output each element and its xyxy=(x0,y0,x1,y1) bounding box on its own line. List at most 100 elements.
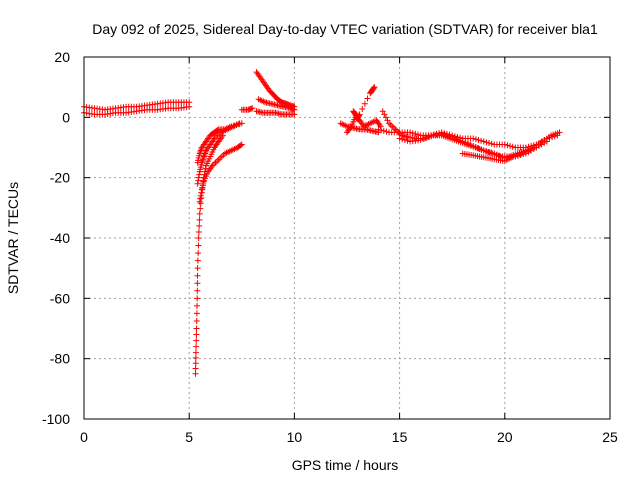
x-axis-label: GPS time / hours xyxy=(292,457,399,473)
data-point xyxy=(210,161,217,168)
data-point xyxy=(162,99,169,106)
x-tick-label: 20 xyxy=(497,429,513,445)
plot-frame xyxy=(83,56,611,420)
data-point xyxy=(535,142,542,149)
data-point xyxy=(389,123,396,130)
grid xyxy=(84,57,610,419)
data-point xyxy=(214,127,221,134)
data-point xyxy=(192,349,199,356)
data-point xyxy=(238,120,245,127)
data-point xyxy=(488,140,495,147)
data-point xyxy=(237,142,244,149)
data-point xyxy=(130,108,137,115)
series-arc-d xyxy=(337,120,382,136)
data-point xyxy=(198,146,205,153)
data-point xyxy=(367,127,374,134)
data-point xyxy=(376,121,383,128)
data-point xyxy=(194,272,201,279)
data-point xyxy=(206,155,213,162)
data-point xyxy=(381,111,388,118)
data-point xyxy=(459,138,466,145)
data-point xyxy=(201,171,208,178)
series-arc-a-lower xyxy=(81,103,193,118)
series-drop-1 xyxy=(192,132,226,377)
data-point xyxy=(379,108,386,115)
data-point xyxy=(499,157,506,164)
data-point xyxy=(194,265,201,272)
data-point xyxy=(475,145,482,152)
data-point xyxy=(554,130,561,137)
series-arc-h xyxy=(459,147,534,165)
data-point xyxy=(256,73,263,80)
x-tick-label: 25 xyxy=(602,429,618,445)
data-points xyxy=(81,69,563,377)
y-tick-label: -40 xyxy=(50,230,70,246)
data-point xyxy=(196,210,203,217)
data-point xyxy=(392,126,399,133)
data-point xyxy=(248,105,255,112)
data-point xyxy=(499,141,506,148)
data-point xyxy=(212,159,219,166)
data-point xyxy=(220,126,227,133)
data-point xyxy=(218,153,225,160)
data-point xyxy=(210,136,217,143)
data-point xyxy=(488,149,495,156)
data-point xyxy=(478,137,485,144)
data-point xyxy=(197,149,204,156)
data-point xyxy=(195,235,202,241)
data-point xyxy=(200,179,207,186)
data-point xyxy=(409,130,416,137)
data-point xyxy=(201,152,208,159)
data-point xyxy=(268,89,275,96)
data-point xyxy=(204,170,211,177)
data-point xyxy=(194,280,201,287)
data-point xyxy=(530,146,537,153)
data-point xyxy=(404,137,411,144)
x-tick-label: 15 xyxy=(392,429,408,445)
data-point xyxy=(486,139,493,146)
data-point xyxy=(355,113,362,120)
data-point xyxy=(195,177,202,184)
data-point xyxy=(541,139,548,146)
data-point xyxy=(508,154,515,161)
data-point xyxy=(454,136,461,143)
data-point xyxy=(403,133,410,140)
data-point xyxy=(198,189,205,196)
data-point xyxy=(285,104,292,111)
data-point xyxy=(99,111,106,118)
data-point xyxy=(493,151,500,158)
series-drop-2 xyxy=(194,120,243,187)
data-point xyxy=(397,130,404,137)
data-point xyxy=(475,136,482,143)
data-point xyxy=(199,156,206,163)
series-drop-3 xyxy=(196,141,245,205)
series-arc-g xyxy=(396,130,550,162)
data-point xyxy=(483,139,490,146)
data-point xyxy=(380,127,387,134)
data-point xyxy=(422,134,429,141)
data-point xyxy=(214,158,221,165)
series-arc-c-mid xyxy=(255,96,298,113)
data-point xyxy=(193,317,200,324)
data-point xyxy=(173,99,180,106)
data-point xyxy=(342,122,349,129)
data-point xyxy=(209,130,216,137)
data-point xyxy=(210,146,217,153)
data-point xyxy=(279,103,286,110)
data-point xyxy=(173,105,180,112)
data-point xyxy=(474,153,481,160)
data-point xyxy=(193,310,200,317)
y-tick-label: 20 xyxy=(54,49,70,65)
series-drop-4 xyxy=(194,120,245,166)
data-point xyxy=(88,110,95,117)
data-point xyxy=(260,98,267,105)
y-tick-label: -20 xyxy=(50,170,70,186)
data-point xyxy=(196,222,203,229)
data-point xyxy=(193,325,200,332)
data-point xyxy=(436,131,443,138)
data-point xyxy=(470,142,477,149)
data-point xyxy=(347,124,354,131)
data-point xyxy=(462,139,469,146)
data-point xyxy=(415,137,422,144)
data-point xyxy=(480,138,487,145)
